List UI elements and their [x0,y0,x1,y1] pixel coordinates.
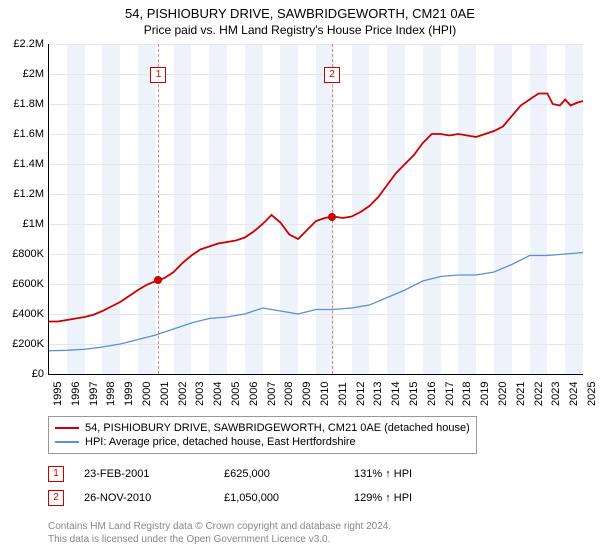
y-tick-label: £1.6M [0,128,44,140]
arrow-up-icon: ↑ [385,468,391,480]
y-tick-label: £1.8M [0,98,44,110]
marker-number-box: 2 [324,67,340,83]
x-tick-label: 2001 [159,382,171,406]
x-tick-label: 2002 [177,382,189,406]
legend-label: 54, PISHIOBURY DRIVE, SAWBRIDGEWORTH, CM… [85,422,470,434]
chart-container: 54, PISHIOBURY DRIVE, SAWBRIDGEWORTH, CM… [0,0,600,560]
x-tick-label: 1998 [105,382,117,406]
sale-row: 2 26-NOV-2010 £1,050,000 129% ↑ HPI [48,486,412,510]
y-tick-label: £800K [0,248,44,260]
y-tick-label: £600K [0,278,44,290]
plot-area: 12 [48,44,583,375]
y-tick-label: £1M [0,218,44,230]
legend-item: 54, PISHIOBURY DRIVE, SAWBRIDGEWORTH, CM… [55,421,470,435]
chart-subtitle: Price paid vs. HM Land Registry's House … [0,21,600,37]
x-tick-label: 2010 [319,382,331,406]
x-tick-label: 2019 [479,382,491,406]
arrow-up-icon: ↑ [385,492,391,504]
marker-dot [154,276,162,284]
footer-line2: This data is licensed under the Open Gov… [48,533,391,546]
x-tick-label: 2021 [515,382,527,406]
x-tick-label: 2020 [497,382,509,406]
sale-date: 23-FEB-2001 [84,468,204,480]
sale-row: 1 23-FEB-2001 £625,000 131% ↑ HPI [48,462,412,486]
y-tick-label: £1.2M [0,188,44,200]
y-tick-label: £2.2M [0,38,44,50]
x-tick-label: 2012 [355,382,367,406]
legend-swatch [55,427,79,429]
x-tick-label: 2014 [390,382,402,406]
x-tick-label: 1995 [52,382,64,406]
y-tick-label: £400K [0,308,44,320]
x-tick-label: 1999 [123,382,135,406]
x-tick-label: 2016 [426,382,438,406]
footer: Contains HM Land Registry data © Crown c… [48,520,391,546]
x-tick-label: 2005 [230,382,242,406]
x-tick-label: 2000 [141,382,153,406]
sale-vs-hpi: 131% ↑ HPI [354,468,412,480]
x-tick-label: 2025 [586,382,598,406]
sale-date: 26-NOV-2010 [84,492,204,504]
x-tick-label: 2008 [283,382,295,406]
series-line [49,253,583,351]
x-tick-label: 2017 [444,382,456,406]
marker-number-box: 1 [150,67,166,83]
sale-number-box: 2 [48,490,64,506]
sale-price: £1,050,000 [224,492,334,504]
x-tick-label: 2013 [372,382,384,406]
line-series-layer [49,44,583,374]
x-tick-label: 2022 [533,382,545,406]
x-tick-label: 2003 [194,382,206,406]
y-tick-label: £2M [0,68,44,80]
chart-title: 54, PISHIOBURY DRIVE, SAWBRIDGEWORTH, CM… [0,0,600,21]
sale-number-box: 1 [48,466,64,482]
y-tick-label: £200K [0,338,44,350]
y-tick-label: £1.4M [0,158,44,170]
legend-label: HPI: Average price, detached house, East… [85,436,356,448]
legend-swatch [55,441,79,443]
x-tick-label: 2009 [301,382,313,406]
sale-price: £625,000 [224,468,334,480]
x-tick-label: 2015 [408,382,420,406]
x-tick-label: 2023 [550,382,562,406]
marker-dot [328,213,336,221]
legend-item: HPI: Average price, detached house, East… [55,435,470,449]
series-line [49,94,583,322]
x-tick-label: 2011 [337,382,349,406]
x-tick-label: 2007 [266,382,278,406]
x-tick-label: 2024 [568,382,580,406]
x-tick-label: 1996 [70,382,82,406]
x-tick-label: 2006 [248,382,260,406]
footer-line1: Contains HM Land Registry data © Crown c… [48,520,391,533]
legend: 54, PISHIOBURY DRIVE, SAWBRIDGEWORTH, CM… [48,416,477,454]
sale-vs-hpi: 129% ↑ HPI [354,492,412,504]
x-tick-label: 2018 [461,382,473,406]
x-tick-label: 1997 [88,382,100,406]
sales-table: 1 23-FEB-2001 £625,000 131% ↑ HPI 2 26-NOV-20… [48,462,412,510]
x-tick-label: 2004 [212,382,224,406]
y-tick-label: £0 [0,368,44,380]
